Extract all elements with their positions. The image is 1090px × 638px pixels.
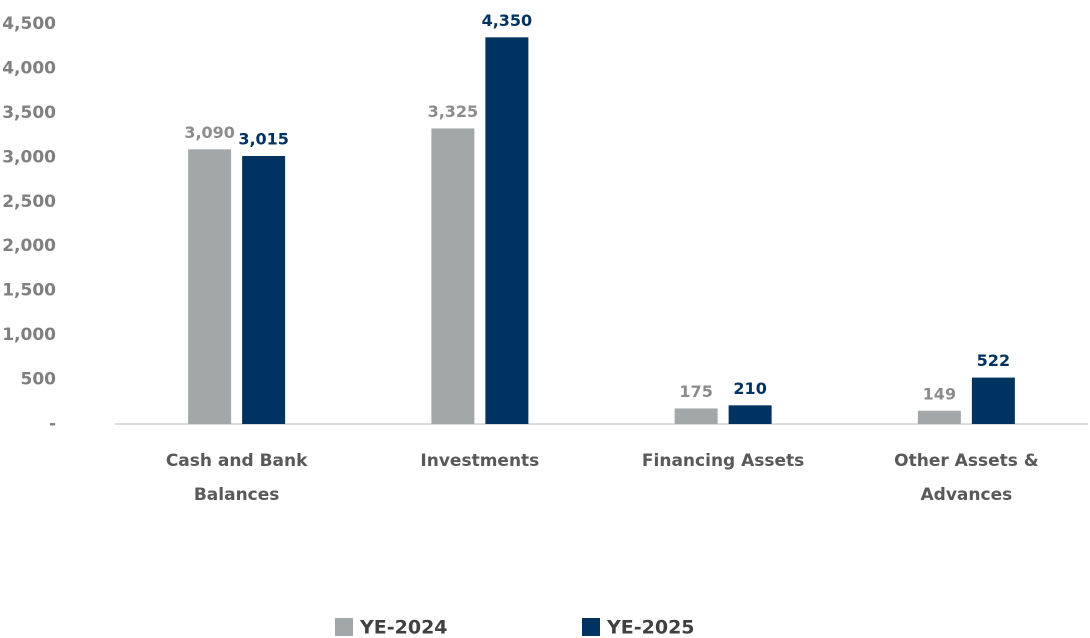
bar (728, 405, 772, 424)
x-tick-label: Financing Assets (641, 451, 805, 471)
data-label: 149 (923, 384, 956, 403)
y-tick-label: 1,500 (2, 281, 56, 301)
data-label: 522 (977, 351, 1010, 370)
legend-swatch (335, 618, 353, 636)
y-tick-label: - (49, 414, 56, 434)
bar (485, 37, 529, 424)
x-tick-label: Investments (420, 451, 540, 471)
y-tick-label: 3,500 (2, 103, 56, 123)
data-label: 3,325 (428, 102, 479, 121)
bar (431, 128, 475, 424)
legend-label: YE-2025 (606, 617, 695, 638)
legend-label: YE-2024 (359, 617, 448, 638)
bar (674, 408, 718, 424)
data-label: 4,350 (482, 11, 533, 30)
y-tick-label: 2,500 (2, 192, 56, 212)
x-tick-label: Other Assets & Advances (894, 451, 1039, 505)
data-label: 175 (679, 382, 712, 401)
data-label: 3,090 (184, 123, 235, 142)
y-tick-label: 3,000 (2, 147, 56, 167)
bar (242, 156, 286, 424)
y-tick-label: 4,000 (2, 58, 56, 78)
bar (971, 377, 1015, 424)
legend-swatch (582, 618, 600, 636)
data-label: 210 (733, 379, 766, 398)
bar (188, 149, 232, 425)
data-label: 3,015 (238, 130, 289, 149)
y-tick-label: 500 (21, 370, 57, 390)
y-tick-label: 4,500 (2, 14, 56, 34)
y-tick-label: 2,000 (2, 236, 56, 256)
y-tick-label: 1,000 (2, 325, 56, 345)
x-tick-label: Cash and Bank Balances (165, 451, 308, 505)
bar (917, 410, 961, 424)
